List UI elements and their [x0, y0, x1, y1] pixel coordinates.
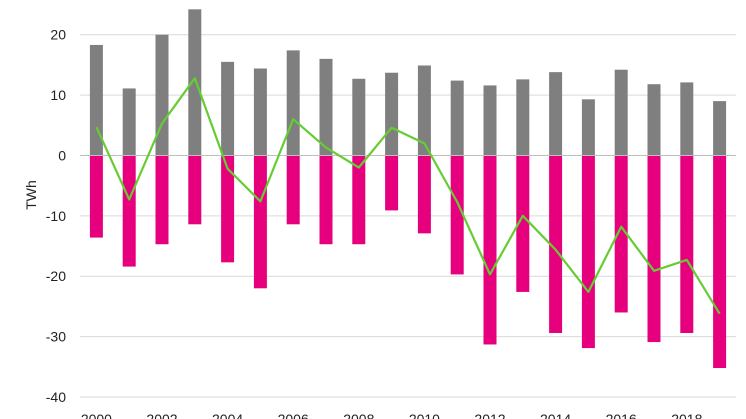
bar-negative	[483, 155, 497, 345]
bar-negative	[89, 155, 103, 238]
y-tick-label: -10	[46, 208, 66, 224]
net-line	[95, 77, 721, 315]
bar-positive	[483, 85, 497, 156]
bar-positive	[680, 82, 694, 156]
bar-negative	[352, 155, 366, 245]
bar-negative	[417, 155, 431, 234]
bar-positive	[122, 88, 136, 156]
bar-negative	[450, 155, 464, 275]
x-tick-label: 2000	[81, 411, 112, 419]
bar-negative	[188, 155, 202, 225]
bar-positive	[516, 79, 530, 156]
bar-negative	[680, 155, 694, 333]
y-tick-label: 20	[50, 27, 66, 43]
bar-negative	[286, 155, 300, 225]
bar-negative	[614, 155, 628, 313]
bar-negative	[221, 155, 235, 263]
x-tick-label: 2002	[146, 411, 177, 419]
x-tick-label: 2006	[278, 411, 309, 419]
bar-negative	[516, 155, 530, 292]
bar-negative	[713, 155, 727, 369]
x-tick-label: 2012	[474, 411, 505, 419]
x-tick-label: 2010	[409, 411, 440, 419]
bar-positive	[614, 69, 628, 156]
bar-positive	[450, 80, 464, 156]
bar-positive	[713, 101, 727, 156]
bar-positive	[319, 58, 333, 156]
bars	[89, 9, 727, 369]
bar-positive	[155, 34, 169, 156]
bar-positive	[417, 65, 431, 156]
x-tick-label: 2016	[606, 411, 637, 419]
y-tick-label: 0	[58, 147, 66, 163]
bar-negative	[319, 155, 333, 245]
bar-negative	[549, 155, 563, 333]
bar-positive	[549, 72, 563, 156]
bar-negative	[581, 155, 595, 349]
bar-positive	[188, 9, 202, 156]
bar-positive	[647, 84, 661, 156]
bar-negative	[155, 155, 169, 245]
y-tick-label: -20	[46, 268, 66, 284]
bar-positive	[385, 72, 399, 156]
y-tick-label: 10	[50, 87, 66, 103]
bar-positive	[253, 68, 267, 156]
bar-negative	[647, 155, 661, 343]
x-tick-label: 2004	[212, 411, 243, 419]
gridlines	[80, 34, 736, 398]
x-tick-label: 2018	[671, 411, 702, 419]
bar-positive	[581, 99, 595, 156]
bar-negative	[122, 155, 136, 267]
y-tick-label: -30	[46, 329, 66, 345]
y-tick-labels: -40 -30 -20 -10 0 10 20	[46, 27, 66, 405]
y-axis-title: TWh	[23, 180, 39, 210]
y-tick-label: -40	[46, 389, 66, 405]
bar-positive	[89, 44, 103, 156]
bar-positive	[286, 50, 300, 156]
x-tick-label: 2008	[343, 411, 374, 419]
bar-positive	[221, 61, 235, 156]
bar-positive	[352, 78, 366, 156]
x-tick-label: 2014	[540, 411, 571, 419]
bar-negative	[385, 155, 399, 211]
x-tick-labels: 2000 2002 2004 2006 2008 2010 2012 2014 2016 2018	[81, 411, 703, 419]
bar-negative	[253, 155, 267, 289]
